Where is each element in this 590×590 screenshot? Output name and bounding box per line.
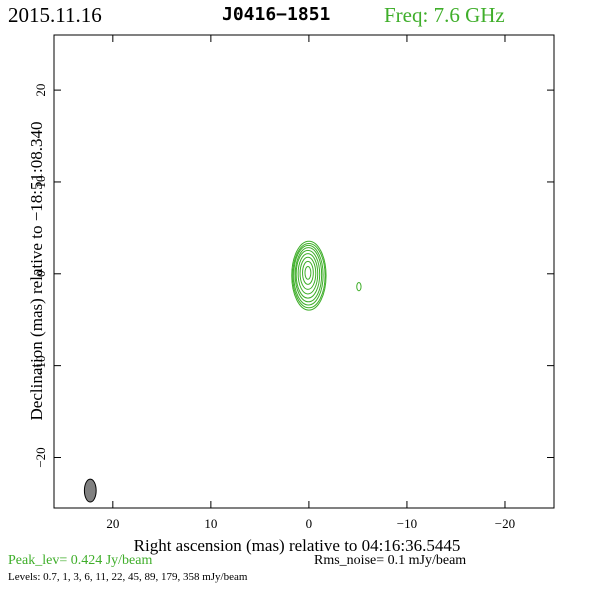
source-name: J0416−1851 bbox=[222, 4, 331, 25]
axis-ticks bbox=[54, 35, 554, 508]
contour-ellipse bbox=[293, 244, 324, 306]
plot-frame bbox=[53, 34, 555, 509]
peak-level: Peak_lev= 0.424 Jy/beam bbox=[8, 553, 153, 568]
frequency-label: Freq: 7.6 GHz bbox=[384, 3, 505, 27]
x-axis-label: Right ascension (mas) relative to 04:16:… bbox=[134, 536, 461, 555]
contour-ellipse bbox=[297, 253, 319, 295]
beam-group bbox=[83, 478, 97, 503]
contour-ellipse bbox=[302, 260, 314, 285]
contour-ellipse bbox=[291, 240, 327, 311]
observation-date: 2015.11.16 bbox=[8, 3, 102, 27]
tick-labels: 20 10 0 −10 −20 20 10 0 −10 −20 bbox=[33, 84, 515, 531]
contour-ellipse bbox=[295, 249, 321, 299]
y-tick-label: 0 bbox=[33, 271, 48, 278]
contour-ellipse bbox=[356, 282, 362, 292]
x-tick-label: −10 bbox=[397, 516, 417, 531]
contour-ellipse bbox=[304, 265, 312, 280]
contour-ellipse bbox=[294, 247, 323, 303]
y-tick-label: −10 bbox=[33, 355, 48, 375]
contour-lines bbox=[291, 240, 362, 311]
contour-levels: Levels: 0.7, 1, 3, 6, 11, 22, 45, 89, 17… bbox=[8, 571, 248, 583]
x-tick-label: 0 bbox=[306, 516, 313, 531]
beam-ellipse bbox=[83, 478, 97, 503]
rms-noise: Rms_noise= 0.1 mJy/beam bbox=[314, 553, 467, 568]
y-tick-label: 20 bbox=[33, 84, 48, 97]
x-tick-label: 20 bbox=[106, 516, 119, 531]
y-tick-label: 10 bbox=[33, 175, 48, 188]
y-axis-label: Declination (mas) relative to −18:51:08.… bbox=[27, 122, 46, 421]
contour-ellipse bbox=[299, 256, 317, 290]
y-tick-label: −20 bbox=[33, 447, 48, 467]
x-tick-label: −20 bbox=[495, 516, 515, 531]
contour-ellipse bbox=[292, 242, 326, 309]
x-tick-label: 10 bbox=[204, 516, 217, 531]
